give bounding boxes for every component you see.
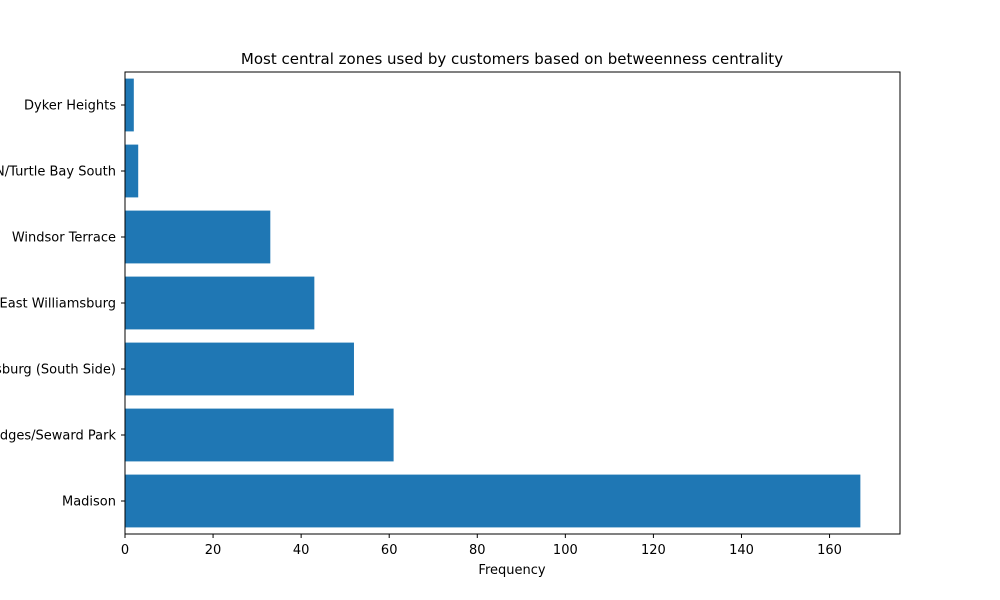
y-tick-label: Dyker Heights	[24, 99, 116, 114]
bar	[125, 474, 861, 528]
x-tick-label: 80	[469, 543, 486, 558]
y-tick-label: Madison	[62, 495, 116, 510]
bar	[125, 78, 134, 132]
bar	[125, 342, 354, 396]
x-tick-label: 60	[381, 543, 398, 558]
x-tick-label: 0	[121, 543, 129, 558]
bar	[125, 144, 139, 198]
x-tick-label: 140	[729, 543, 754, 558]
bar	[125, 408, 394, 462]
x-axis-title: Frequency	[478, 563, 545, 578]
x-tick-label: 40	[293, 543, 310, 558]
bar	[125, 210, 271, 264]
bar	[125, 276, 315, 330]
x-tick-label: 160	[817, 543, 842, 558]
y-tick-label: UN/Turtle Bay South	[0, 165, 116, 180]
x-tick-label: 20	[205, 543, 222, 558]
y-tick-label: Williamsburg (South Side)	[0, 363, 116, 378]
x-tick-label: 120	[641, 543, 666, 558]
plot-area: Madison Two Bridges/Seward Park Williamsbu…	[0, 71, 901, 558]
y-tick-label: Two Bridges/Seward Park	[0, 429, 116, 444]
plot-frame	[124, 71, 901, 535]
y-tick-label: Windsor Terrace	[12, 231, 116, 246]
x-tick-label: 100	[553, 543, 578, 558]
chart-title: Most central zones used by customers bas…	[241, 50, 783, 68]
y-tick-label: East Williamsburg	[0, 297, 116, 312]
